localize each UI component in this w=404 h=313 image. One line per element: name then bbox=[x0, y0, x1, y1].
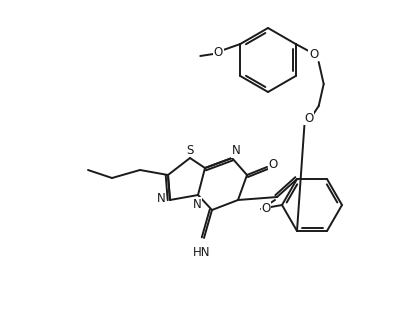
Text: O: O bbox=[304, 111, 314, 125]
Text: O: O bbox=[214, 45, 223, 59]
Text: O: O bbox=[268, 158, 278, 172]
Text: O: O bbox=[261, 202, 271, 214]
Text: S: S bbox=[186, 143, 194, 156]
Text: HN: HN bbox=[193, 245, 211, 259]
Text: N: N bbox=[157, 192, 165, 204]
Text: N: N bbox=[231, 145, 240, 157]
Text: O: O bbox=[309, 48, 318, 60]
Text: N: N bbox=[193, 198, 201, 211]
